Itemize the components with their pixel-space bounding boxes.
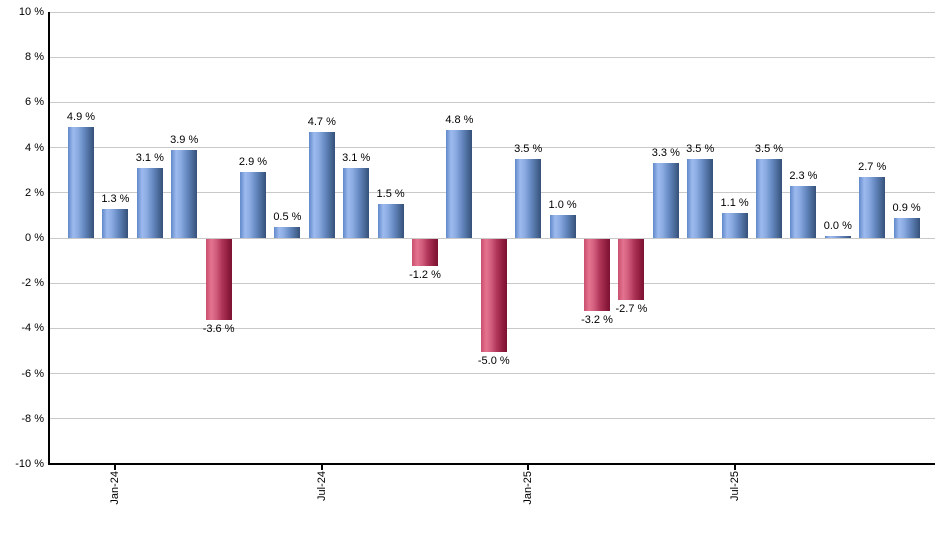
bar-negative (618, 239, 645, 301)
bar-value-label: 3.5 % (514, 142, 543, 155)
bar-positive (136, 167, 163, 238)
y-tick-label: 6 % (25, 96, 44, 109)
bar-negative (480, 239, 507, 352)
bar-value-label: -3.6 % (202, 323, 235, 336)
bar-positive (274, 226, 301, 238)
bar-value-label: 0.0 % (823, 220, 852, 232)
gridline (49, 11, 935, 13)
x-tick-label: Jan-24 (109, 471, 122, 505)
bar-value-label: 3.1 % (342, 151, 371, 164)
y-tick-label: -2 % (21, 277, 44, 290)
gridline (49, 418, 935, 420)
bar-value-label: 3.5 % (754, 142, 784, 155)
bar-positive (549, 215, 576, 238)
y-tick-label: 2 % (25, 186, 44, 199)
bar-positive (377, 204, 404, 238)
bar-value-label: 2.9 % (238, 156, 268, 169)
bar-positive (68, 127, 94, 238)
x-tick-label: Jan-25 (522, 471, 535, 505)
y-tick-label: 10 % (18, 6, 44, 18)
bar-value-label: -2.7 % (615, 303, 648, 316)
bar-positive (859, 176, 886, 238)
x-tick (320, 465, 323, 470)
y-tick-label: -6 % (21, 367, 44, 380)
gridline (49, 56, 935, 58)
bar-negative (584, 239, 610, 312)
y-tick-label: -8 % (21, 412, 44, 425)
bar-value-label: 2.3 % (789, 170, 818, 183)
bar-value-label: 1.0 % (548, 199, 577, 212)
bar-value-label: -3.2 % (581, 314, 613, 327)
bar-positive (171, 149, 198, 238)
bar-value-label: 0.5 % (273, 210, 302, 223)
bar-positive (756, 158, 782, 238)
bar-value-label: 3.3 % (651, 147, 680, 160)
bar-positive (687, 158, 714, 238)
bar-positive (240, 172, 266, 238)
bar-value-label: 1.5 % (376, 188, 405, 201)
gridline (49, 192, 935, 194)
bar-positive (893, 217, 920, 238)
x-tick-label: Jul-24 (315, 471, 328, 501)
bar-value-label: 3.9 % (170, 133, 199, 146)
bar-value-label: -5.0 % (477, 355, 510, 367)
bar-value-label: 4.8 % (445, 113, 474, 126)
bar-positive (308, 131, 335, 238)
bar-value-label: -1.2 % (409, 269, 441, 282)
gridline (49, 101, 935, 103)
y-tick-label: -4 % (21, 322, 44, 335)
x-tick (733, 465, 736, 470)
y-tick-label: -10 % (15, 458, 44, 470)
bar-positive (652, 163, 679, 238)
bar-positive (446, 129, 473, 238)
bar-value-label: 1.1 % (720, 197, 749, 210)
y-tick-label: 0 % (25, 232, 44, 244)
bar-positive (721, 213, 748, 238)
bar-value-label: 0.9 % (892, 201, 921, 214)
bar-negative (205, 239, 232, 321)
x-tick (527, 465, 530, 470)
gridline (49, 147, 935, 149)
x-tick-label: Jul-25 (728, 471, 741, 501)
bar-value-label: 2.7 % (858, 160, 887, 173)
bar-value-label: 4.7 % (307, 115, 336, 128)
bar-positive (343, 167, 370, 238)
y-axis-line (48, 12, 50, 465)
bar-negative (412, 239, 438, 267)
gridline (49, 373, 935, 375)
x-axis-line (48, 463, 935, 465)
bar-positive (515, 158, 542, 238)
gridline (49, 237, 935, 239)
bar-value-label: 3.5 % (686, 142, 715, 155)
y-tick-label: 8 % (25, 51, 44, 64)
bar-positive (824, 236, 851, 238)
bar-value-label: 1.3 % (101, 192, 130, 205)
y-tick-label: 4 % (25, 141, 44, 154)
bar-value-label: 4.9 % (66, 111, 96, 124)
bar-value-label: 3.1 % (135, 151, 164, 164)
bar-positive (102, 208, 129, 238)
x-tick (114, 465, 117, 470)
bar-positive (790, 186, 817, 238)
